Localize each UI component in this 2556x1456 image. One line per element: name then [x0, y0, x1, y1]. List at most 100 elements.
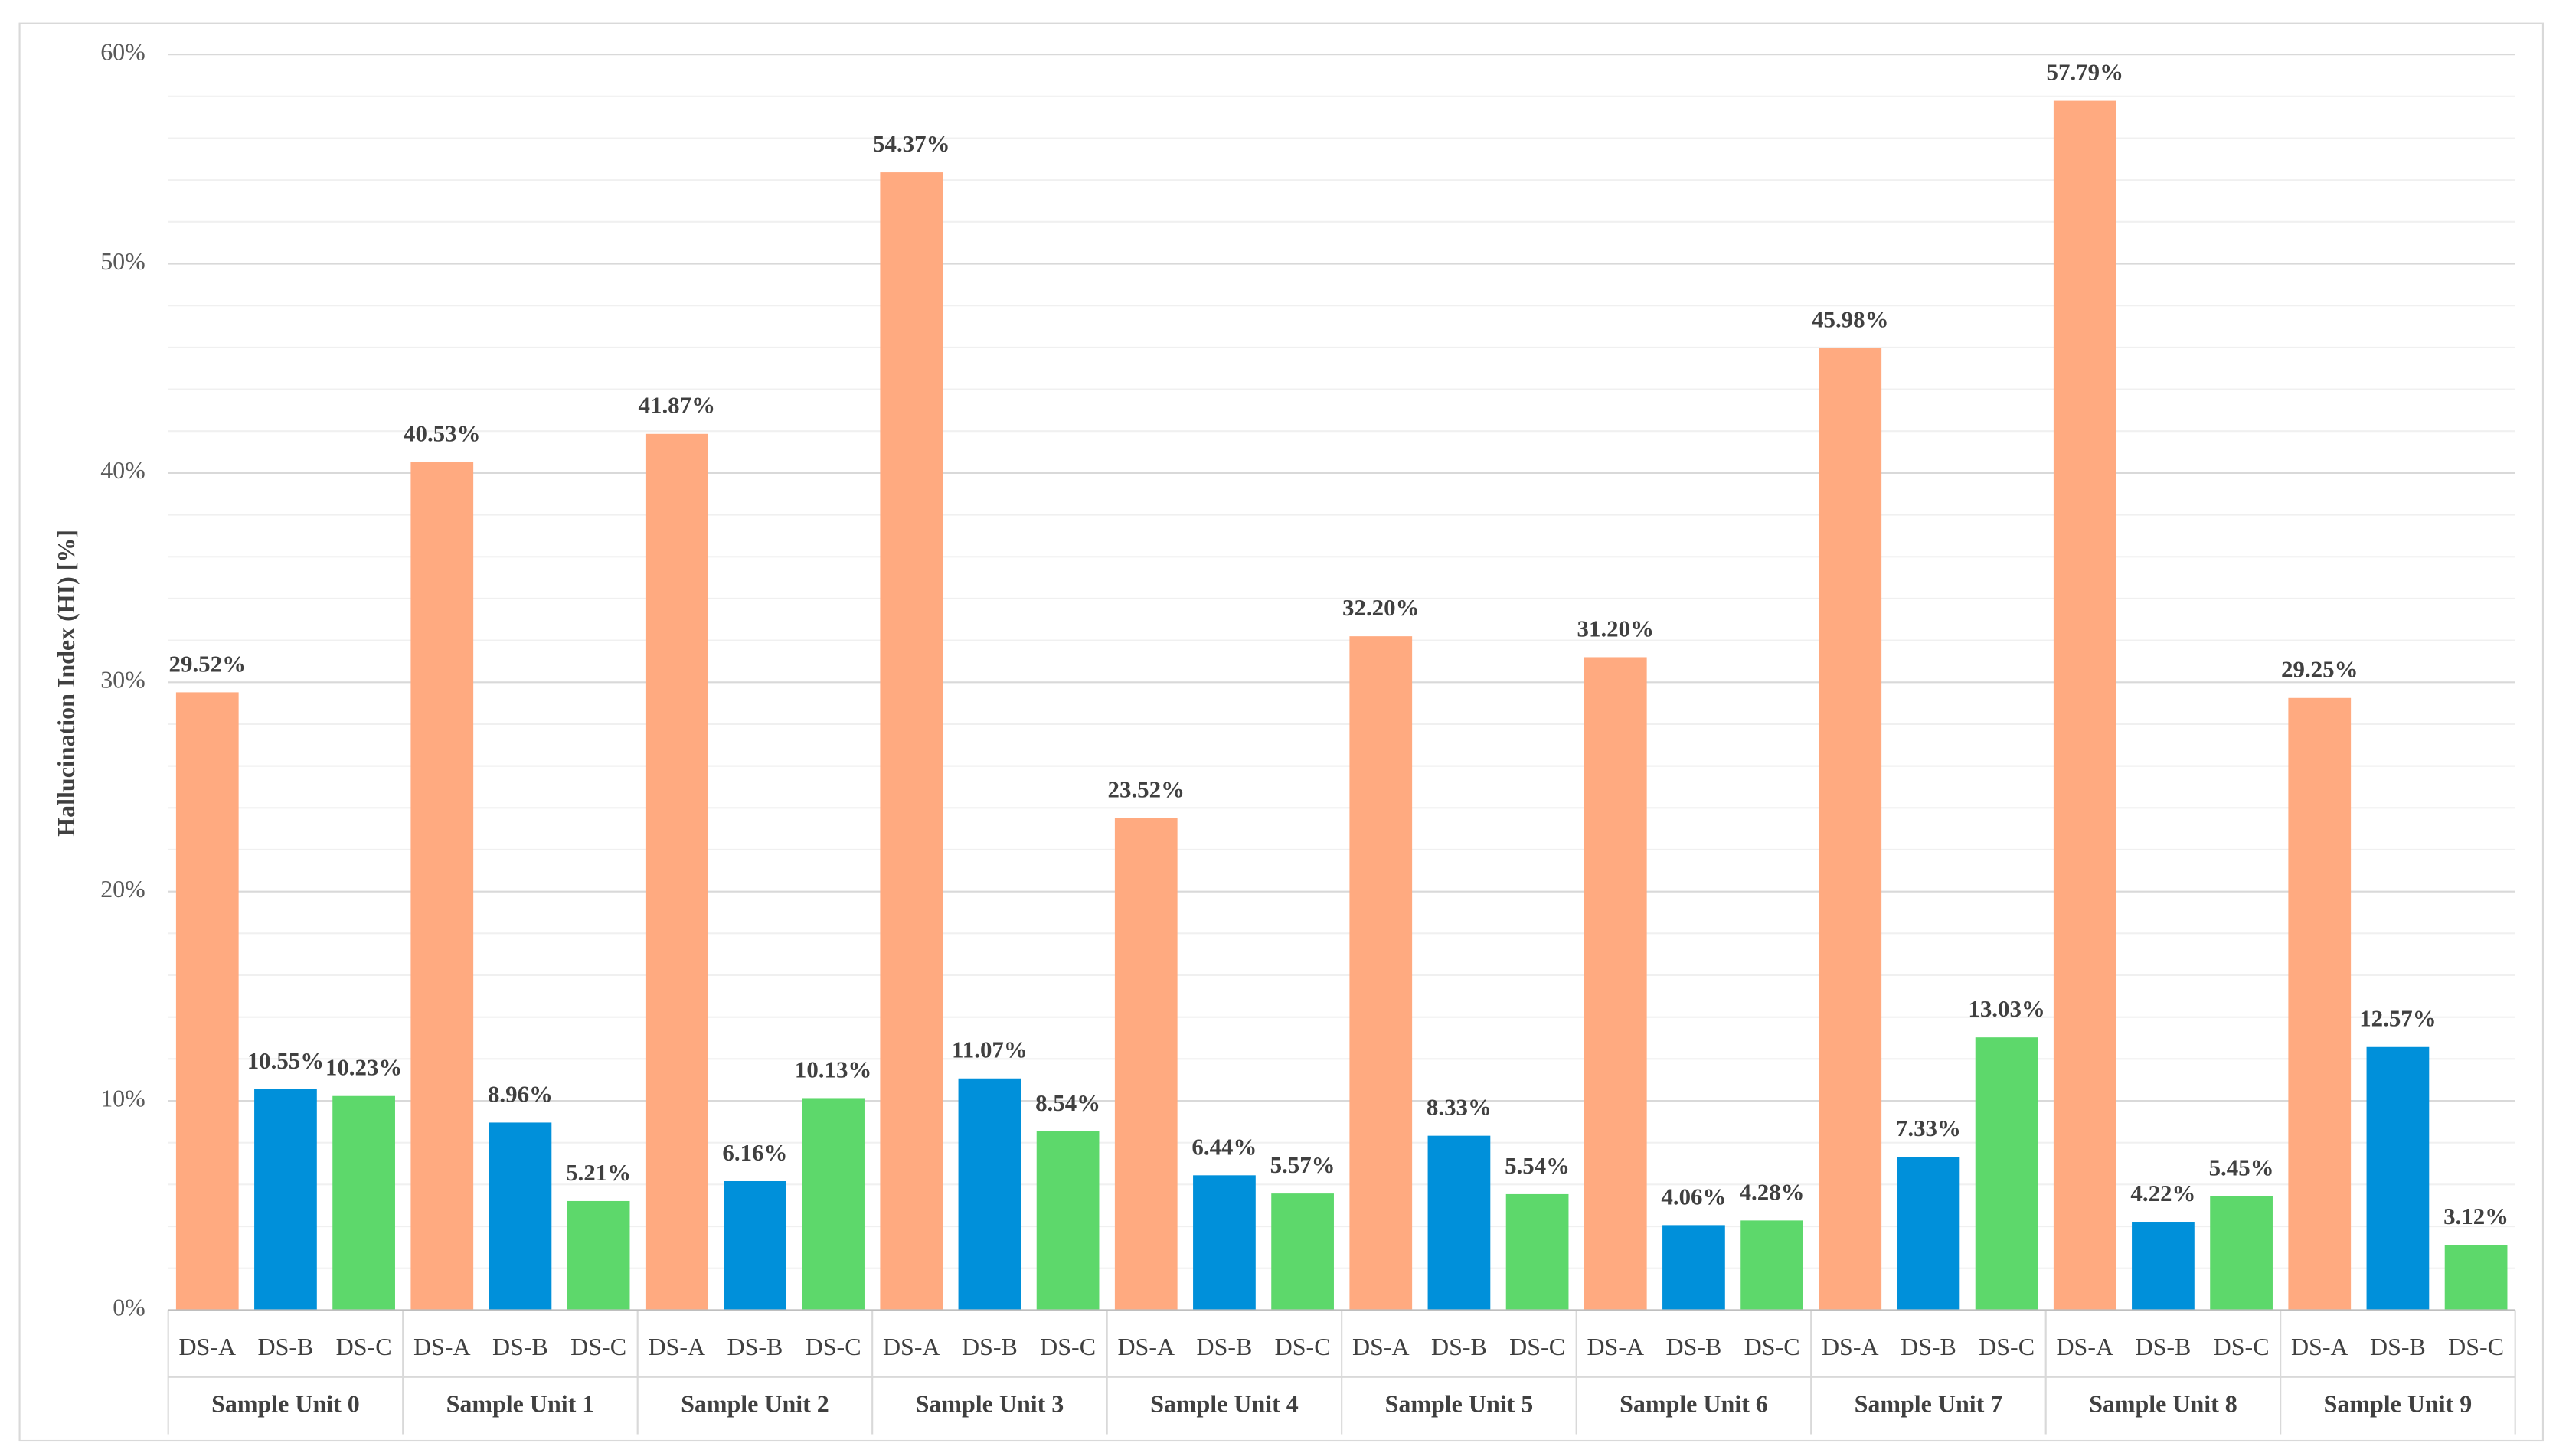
value-label: 8.54% — [1035, 1089, 1100, 1116]
series-tick-label: DS-B — [258, 1333, 314, 1360]
value-label: 10.13% — [795, 1056, 871, 1082]
bar — [567, 1200, 630, 1311]
series-tick-label: DS-A — [883, 1333, 940, 1360]
value-label: 45.98% — [1812, 305, 1888, 332]
series-tick-label: DS-B — [962, 1333, 1018, 1360]
bar — [1427, 1135, 1491, 1311]
series-tick-label: DS-C — [1509, 1333, 1565, 1360]
bar — [2366, 1046, 2430, 1311]
group-label: Sample Unit 1 — [446, 1390, 595, 1418]
bar — [1975, 1037, 2038, 1311]
bar — [489, 1122, 552, 1311]
y-tick-label: 60% — [100, 38, 145, 66]
series-tick-label: DS-B — [1665, 1333, 1721, 1360]
group-label: Sample Unit 4 — [1150, 1390, 1299, 1418]
bar — [2210, 1196, 2273, 1311]
group-label: Sample Unit 3 — [916, 1390, 1064, 1418]
series-tick-label: DS-A — [1822, 1333, 1879, 1360]
series-tick-label: DS-B — [2370, 1333, 2426, 1360]
series-tick-label: DS-C — [806, 1333, 861, 1360]
value-label: 5.21% — [566, 1159, 631, 1186]
series-tick-label: DS-A — [1587, 1333, 1644, 1360]
y-tick-label: 0% — [113, 1294, 145, 1321]
value-label: 54.37% — [873, 130, 950, 157]
bar — [1740, 1220, 1803, 1311]
bar — [1897, 1157, 1960, 1311]
series-tick-label: DS-A — [1352, 1333, 1410, 1360]
series-tick-label: DS-B — [1901, 1333, 1956, 1360]
y-tick-label: 20% — [100, 875, 145, 903]
bar — [1114, 818, 1178, 1311]
series-tick-label: DS-A — [648, 1333, 705, 1360]
value-label: 10.23% — [325, 1054, 402, 1081]
bar — [802, 1098, 865, 1311]
value-label: 8.33% — [1427, 1094, 1492, 1121]
bar — [645, 433, 708, 1311]
series-tick-label: DS-B — [1196, 1333, 1252, 1360]
series-tick-label: DS-C — [2214, 1333, 2270, 1360]
value-label: 8.96% — [488, 1080, 553, 1107]
bar — [1036, 1131, 1100, 1311]
value-label: 13.03% — [1968, 995, 2044, 1022]
value-label: 4.28% — [1740, 1178, 1805, 1205]
bar — [1662, 1225, 1725, 1311]
bar — [1349, 636, 1413, 1311]
bar — [1584, 657, 1647, 1311]
series-tick-label: DS-B — [2135, 1333, 2191, 1360]
value-label: 31.20% — [1577, 615, 1654, 641]
value-label: 23.52% — [1108, 775, 1185, 802]
y-axis-label: Hallucination Index (HI) [%] — [52, 530, 80, 837]
group-label: Sample Unit 0 — [211, 1390, 360, 1418]
bar — [175, 692, 239, 1311]
y-tick-label: 10% — [100, 1084, 145, 1112]
group-label: Sample Unit 6 — [1620, 1390, 1768, 1418]
series-tick-label: DS-B — [1431, 1333, 1487, 1360]
bar — [958, 1078, 1021, 1311]
value-label: 29.52% — [169, 650, 246, 677]
series-tick-label: DS-A — [178, 1333, 236, 1360]
y-tick-label: 50% — [100, 247, 145, 275]
series-tick-label: DS-C — [1040, 1333, 1096, 1360]
series-tick-label: DS-C — [1275, 1333, 1331, 1360]
value-label: 4.06% — [1661, 1183, 1726, 1210]
bar — [1505, 1193, 1569, 1311]
value-label: 6.16% — [722, 1139, 787, 1166]
value-label: 12.57% — [2359, 1005, 2436, 1032]
bar — [254, 1089, 317, 1311]
series-tick-label: DS-B — [492, 1333, 548, 1360]
bar — [2132, 1222, 2195, 1311]
value-label: 7.33% — [1896, 1115, 1961, 1141]
y-tick-label: 40% — [100, 456, 145, 484]
value-label: 5.45% — [2209, 1154, 2274, 1180]
series-tick-label: DS-C — [2448, 1333, 2504, 1360]
value-label: 41.87% — [639, 392, 715, 419]
series-tick-label: DS-C — [336, 1333, 392, 1360]
value-label: 5.57% — [1270, 1151, 1335, 1178]
bar — [1819, 348, 1882, 1311]
value-label: 11.07% — [952, 1037, 1028, 1063]
series-tick-label: DS-C — [1744, 1333, 1800, 1360]
value-label: 6.44% — [1191, 1133, 1257, 1160]
group-label: Sample Unit 5 — [1385, 1390, 1534, 1418]
value-label: 40.53% — [404, 419, 480, 446]
value-label: 57.79% — [2047, 59, 2123, 86]
group-label: Sample Unit 8 — [2089, 1390, 2237, 1418]
group-label: Sample Unit 2 — [681, 1390, 829, 1418]
value-label: 4.22% — [2130, 1180, 2195, 1206]
bar — [1271, 1193, 1334, 1311]
series-tick-label: DS-A — [2056, 1333, 2113, 1360]
bar — [1193, 1175, 1256, 1311]
value-label: 29.25% — [2281, 656, 2358, 683]
group-label: Sample Unit 9 — [2324, 1390, 2473, 1418]
bar — [410, 462, 474, 1311]
bar — [2053, 100, 2116, 1311]
value-label: 3.12% — [2443, 1203, 2509, 1229]
value-label: 5.54% — [1505, 1152, 1570, 1179]
bar — [724, 1180, 786, 1311]
value-label: 32.20% — [1342, 594, 1419, 621]
series-tick-label: DS-A — [413, 1333, 471, 1360]
bar — [880, 172, 943, 1311]
bar — [332, 1095, 395, 1311]
